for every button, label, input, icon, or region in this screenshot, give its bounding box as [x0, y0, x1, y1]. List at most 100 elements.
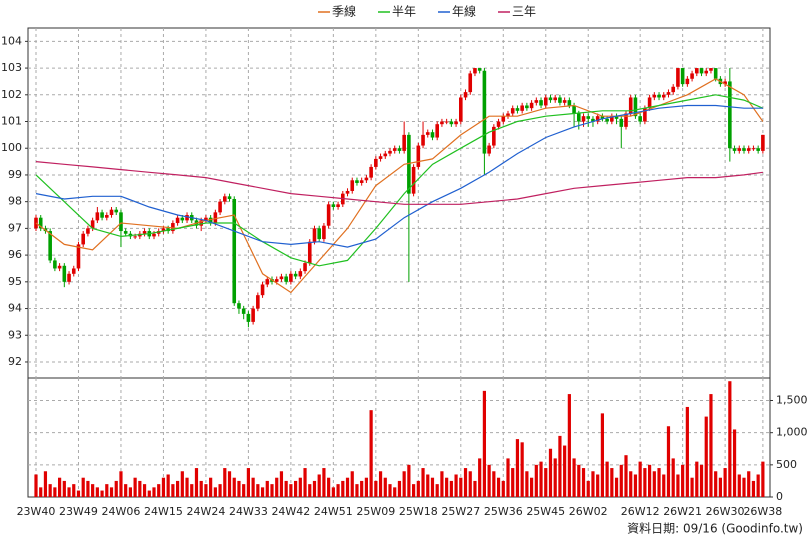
legend-label: 半年 — [392, 5, 416, 19]
volume-bar — [709, 394, 713, 497]
candle-body — [71, 268, 76, 274]
candle-body — [510, 108, 515, 114]
volume-bar — [383, 477, 387, 497]
candle-body — [265, 279, 270, 285]
ma-line — [35, 161, 763, 205]
candle-body — [388, 150, 392, 154]
volume-bar — [364, 477, 368, 497]
volume-bar — [572, 458, 576, 497]
candle-body — [676, 68, 680, 87]
volume-bar — [407, 464, 411, 497]
volume-bar — [232, 477, 236, 497]
volume-bar — [732, 429, 737, 497]
volume-bar — [728, 381, 732, 497]
candle-body — [440, 121, 444, 125]
volume-bar — [520, 442, 524, 497]
volume-bar — [426, 474, 430, 497]
candle-body — [600, 116, 605, 119]
candle-body — [704, 70, 709, 74]
volume-bar — [345, 477, 350, 497]
volume-bar — [440, 471, 444, 497]
candle-body — [595, 116, 600, 122]
candle-body — [303, 263, 307, 272]
candle-body — [751, 148, 756, 150]
volume-bar — [53, 487, 57, 497]
candle-body — [241, 308, 246, 314]
volume-bar — [591, 471, 595, 497]
candle-body — [638, 116, 642, 122]
candle-body — [605, 118, 609, 122]
legend-label: 季線 — [332, 4, 356, 19]
candle-body — [407, 134, 411, 194]
volume-bar — [761, 461, 765, 497]
candle-body — [463, 92, 468, 98]
candle-body — [459, 97, 463, 122]
volume-bar — [105, 484, 109, 497]
volume-bar — [62, 480, 66, 497]
candle-body — [76, 244, 81, 269]
candle-body — [737, 148, 742, 151]
volume-bar — [114, 480, 118, 497]
volume-bar — [223, 468, 227, 497]
volume-bar — [308, 484, 312, 497]
volume-bar — [563, 445, 567, 497]
candle-body — [109, 209, 114, 216]
candle-body — [317, 228, 321, 240]
candle-body — [468, 73, 473, 93]
candle-body — [534, 100, 539, 103]
candle-body — [369, 166, 373, 178]
candle-body — [171, 223, 175, 232]
volume-bar — [699, 464, 704, 497]
candle-body — [661, 94, 666, 98]
candle-body — [322, 225, 326, 240]
volume-bar — [388, 484, 392, 497]
volume-bar — [227, 471, 232, 497]
volume-bar — [176, 480, 180, 497]
volume-bar — [317, 474, 321, 497]
candle-body — [100, 212, 104, 218]
candle-body — [81, 233, 85, 245]
candle-body — [558, 97, 562, 103]
y-tick-label: 1,500 — [776, 394, 808, 407]
candle-body — [416, 145, 421, 167]
volume-bar — [350, 471, 354, 497]
volume-bar — [327, 477, 331, 497]
volume-bar — [95, 487, 99, 497]
x-tick-label: 24W42 — [271, 505, 310, 518]
volume-bar — [279, 471, 284, 497]
candle-body — [647, 97, 652, 109]
y-tick-label: 97 — [8, 221, 22, 234]
candle-body — [392, 148, 397, 151]
candle-body — [204, 217, 208, 221]
volume-bar — [751, 480, 756, 497]
volume-bar — [138, 480, 142, 497]
volume-bar — [742, 477, 746, 497]
candle-body — [251, 308, 255, 322]
y-tick-label: 101 — [1, 115, 22, 128]
volume-bar — [515, 439, 520, 497]
candle-body — [95, 212, 100, 221]
volume-bar — [161, 477, 166, 497]
candle-body — [345, 190, 350, 194]
candle-body — [671, 86, 675, 93]
candle-body — [614, 116, 619, 119]
candle-body — [723, 81, 727, 85]
volume-bar — [756, 474, 760, 497]
candle-body — [161, 228, 166, 232]
volume-bar — [586, 480, 590, 497]
ma-line — [35, 94, 764, 267]
volume-bar — [558, 435, 562, 497]
volume-bar — [412, 484, 416, 497]
candle-body — [123, 231, 128, 234]
candle-body — [482, 70, 487, 154]
candle-body — [223, 196, 227, 202]
volume-bar — [109, 487, 114, 497]
volume-bar — [369, 410, 373, 497]
candle-body — [761, 134, 765, 151]
candle-body — [355, 180, 359, 183]
volume-bar — [506, 458, 510, 497]
candle-body — [666, 92, 671, 95]
candle-body — [624, 113, 628, 127]
volume-bar — [43, 471, 48, 497]
x-tick-label: 25W18 — [399, 505, 438, 518]
